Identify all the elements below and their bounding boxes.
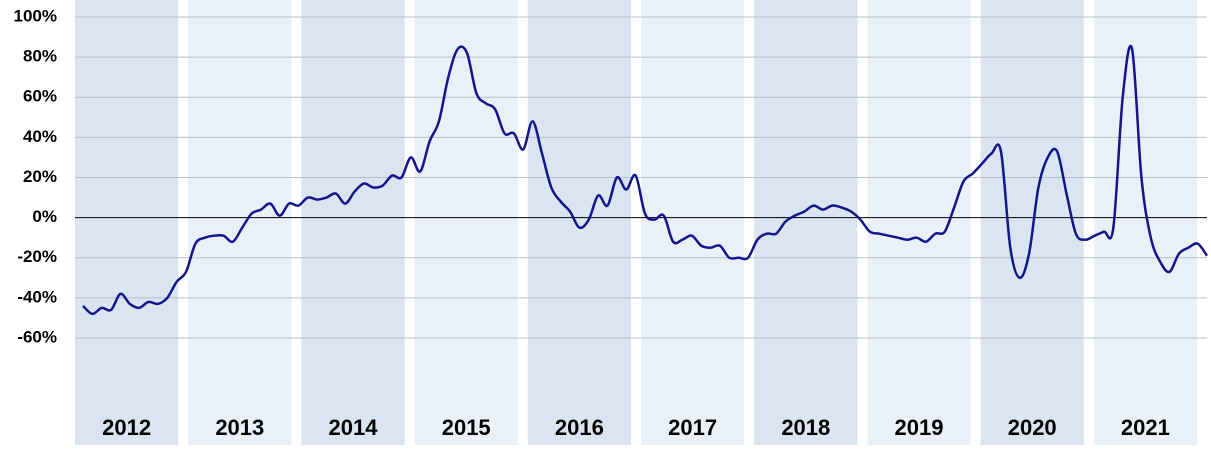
y-tick-label: 20% — [23, 167, 57, 186]
year-band — [414, 0, 518, 445]
year-band — [188, 0, 292, 445]
year-band — [1093, 0, 1197, 445]
y-tick-label: 0% — [32, 207, 57, 226]
y-tick-label: 40% — [23, 127, 57, 146]
year-band — [980, 0, 1084, 445]
y-tick-label: -60% — [17, 327, 57, 346]
year-band — [527, 0, 631, 445]
year-label: 2015 — [442, 415, 491, 440]
y-tick-label: 100% — [14, 6, 57, 25]
year-label: 2013 — [215, 415, 264, 440]
year-band — [641, 0, 745, 445]
year-label: 2017 — [668, 415, 717, 440]
year-band — [75, 0, 179, 445]
year-label: 2012 — [102, 415, 151, 440]
y-tick-label: -40% — [17, 287, 57, 306]
year-label: 2016 — [555, 415, 604, 440]
data-line — [82, 44, 1209, 316]
year-label: 2014 — [329, 415, 379, 440]
year-label: 2020 — [1008, 415, 1057, 440]
y-tick-label: -20% — [17, 247, 57, 266]
y-tick-label: 60% — [23, 87, 57, 106]
year-band — [301, 0, 405, 445]
y-tick-label: 80% — [23, 47, 57, 66]
year-label: 2021 — [1121, 415, 1170, 440]
year-band — [754, 0, 858, 445]
year-label: 2019 — [895, 415, 944, 440]
year-label: 2018 — [781, 415, 830, 440]
year-band — [867, 0, 971, 445]
